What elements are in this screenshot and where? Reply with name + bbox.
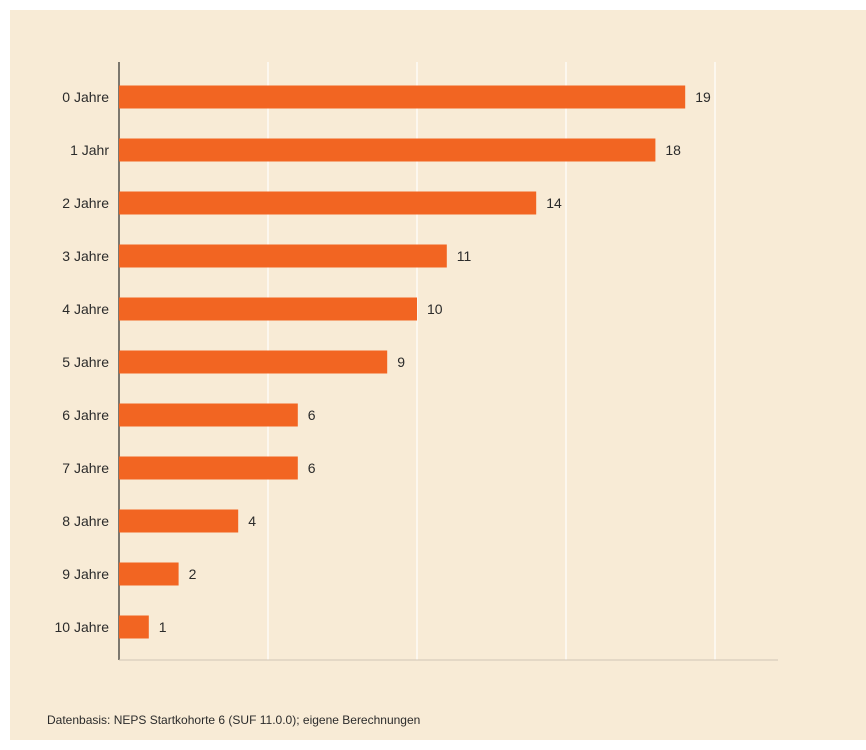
- bar: [119, 615, 149, 639]
- category-label: 4 Jahre: [62, 301, 109, 317]
- source-note: Datenbasis: NEPS Startkohorte 6 (SUF 11.…: [47, 713, 421, 727]
- bar: [119, 191, 537, 215]
- category-label: 7 Jahre: [62, 460, 109, 476]
- bar: [119, 562, 179, 586]
- value-label: 1: [159, 619, 167, 635]
- value-label: 18: [665, 142, 681, 158]
- value-label: 19: [695, 89, 711, 105]
- category-label: 5 Jahre: [62, 354, 109, 370]
- bar: [119, 509, 239, 533]
- category-label: 0 Jahre: [62, 89, 109, 105]
- value-label: 10: [427, 301, 443, 317]
- bar: [119, 85, 686, 109]
- bar: [119, 403, 298, 427]
- value-label: 11: [457, 248, 472, 264]
- category-label: 10 Jahre: [55, 619, 110, 635]
- category-label: 2 Jahre: [62, 195, 109, 211]
- value-label: 4: [248, 513, 256, 529]
- category-label: 9 Jahre: [62, 566, 109, 582]
- category-label: 3 Jahre: [62, 248, 109, 264]
- value-label: 6: [308, 407, 316, 423]
- category-label: 1 Jahr: [70, 142, 109, 158]
- bar: [119, 138, 656, 162]
- value-label: 2: [189, 566, 197, 582]
- category-label: 6 Jahre: [62, 407, 109, 423]
- category-label: 8 Jahre: [62, 513, 109, 529]
- value-label: 14: [546, 195, 562, 211]
- bar: [119, 244, 447, 268]
- chart-panel: [10, 10, 866, 740]
- bar: [119, 350, 388, 374]
- bar: [119, 297, 417, 321]
- bar: [119, 456, 298, 480]
- value-label: 6: [308, 460, 316, 476]
- value-label: 9: [397, 354, 405, 370]
